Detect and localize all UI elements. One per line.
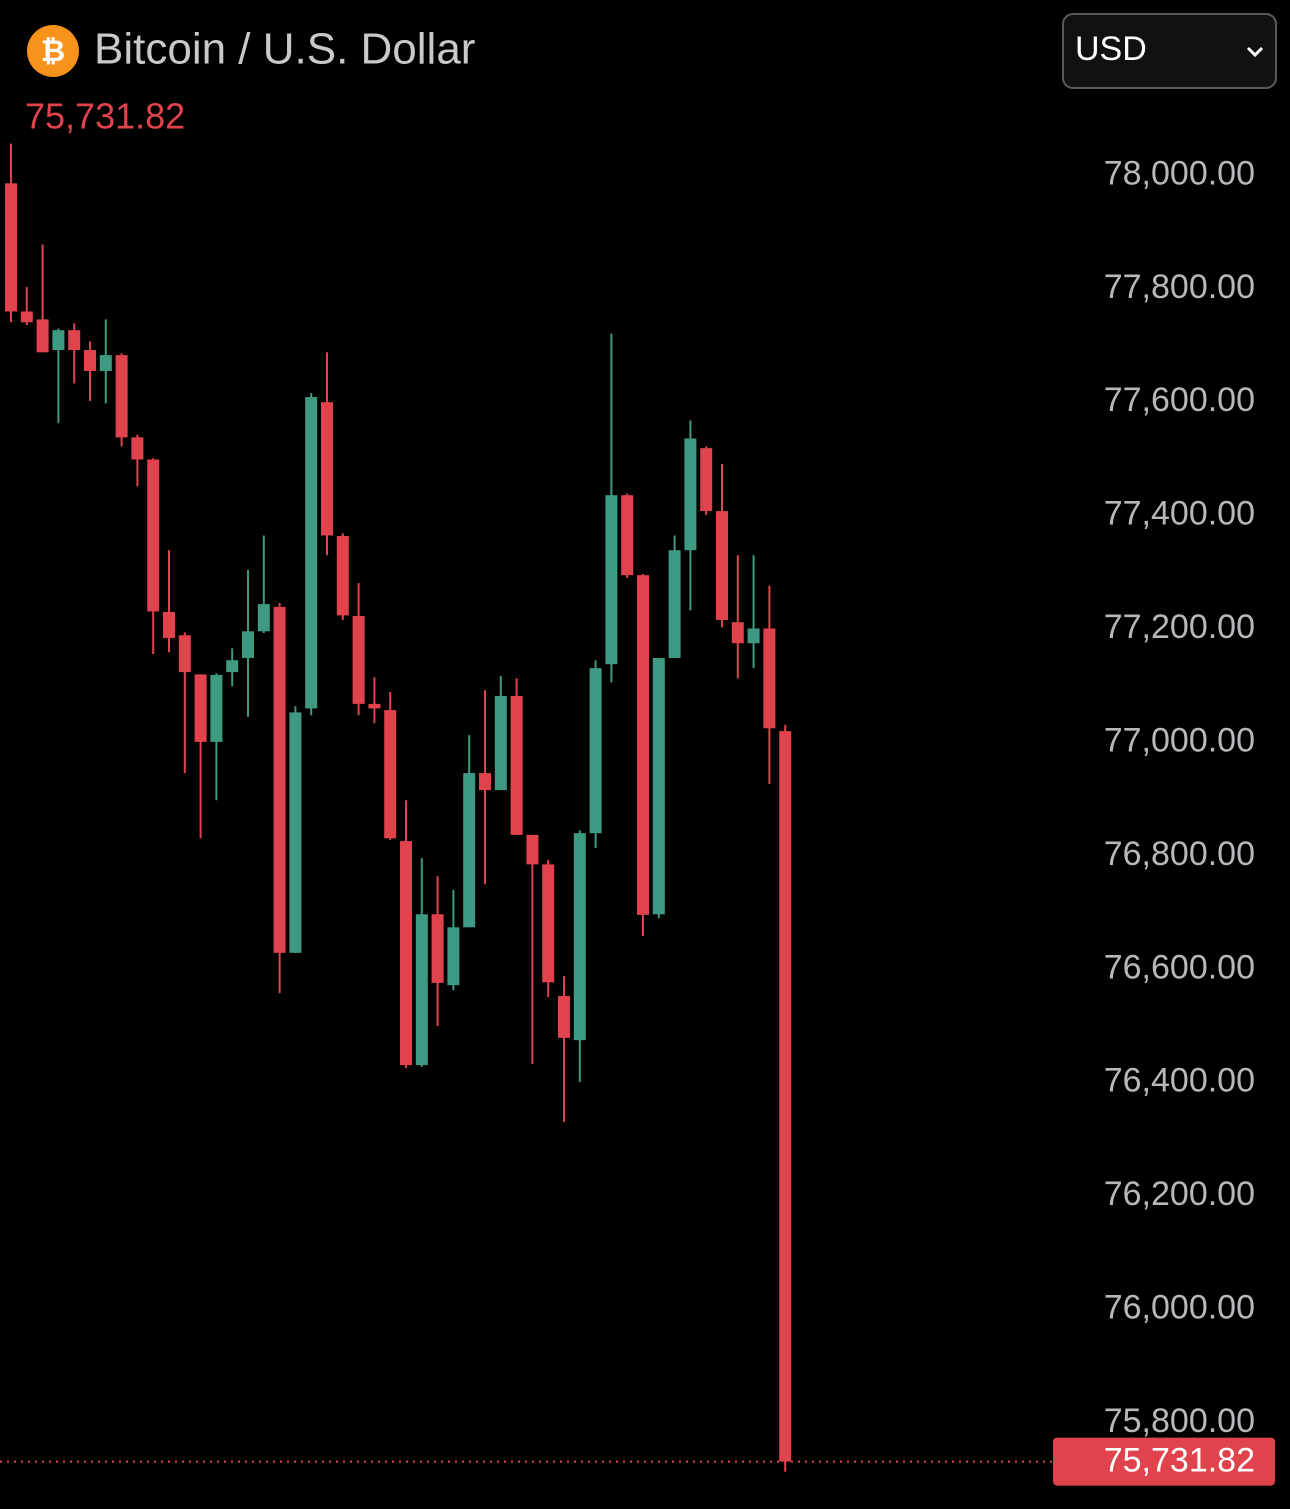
candle-body (336, 536, 349, 616)
y-tick-label: 75,800.00 (1104, 1402, 1255, 1440)
chart-title: Bitcoin / U.S. Dollar (94, 25, 475, 74)
candle-body (431, 914, 444, 983)
candle-body (400, 841, 412, 1066)
candle-body (621, 495, 634, 576)
candle-body (257, 604, 270, 632)
last-price-badge (1053, 1437, 1275, 1486)
select-box[interactable] (1062, 13, 1277, 89)
candle-body (668, 550, 681, 658)
candle-body (163, 612, 175, 639)
candle-body (463, 773, 476, 928)
y-tick-label: 77,400.00 (1104, 495, 1255, 533)
currency-select[interactable]: USD (1062, 13, 1277, 89)
select-label[interactable]: USD (1075, 30, 1147, 68)
y-tick-label: 76,200.00 (1104, 1175, 1255, 1213)
candle-body (147, 459, 160, 612)
candle-body (131, 437, 144, 460)
candle-body (731, 622, 744, 644)
y-tick-label: 78,000.00 (1104, 154, 1255, 192)
candle-body (226, 660, 239, 673)
candle-body (242, 631, 254, 658)
candle-body (84, 350, 96, 372)
candle-body (700, 448, 713, 512)
candle-body (352, 615, 365, 704)
candle-body (194, 674, 207, 742)
y-tick-label: 77,600.00 (1104, 381, 1255, 419)
current-price: 75,731.82 (25, 96, 185, 137)
candle-body (447, 927, 460, 986)
candle-body (99, 355, 112, 372)
candle-body (368, 703, 381, 709)
candle-body (542, 864, 555, 983)
candle-body (763, 628, 776, 729)
y-tick-label: 77,800.00 (1104, 268, 1255, 306)
candle-body (779, 731, 792, 1462)
last-price-label: 75,731.82 (1104, 1442, 1255, 1480)
candle-body (273, 606, 286, 953)
y-tick-label: 76,800.00 (1104, 835, 1255, 873)
candle-body (36, 319, 49, 353)
y-tick-label: 77,200.00 (1104, 608, 1255, 646)
coin-icon (27, 25, 79, 77)
candle-body (178, 635, 191, 673)
y-tick-label: 76,000.00 (1104, 1289, 1255, 1327)
chevron (1246, 46, 1264, 58)
candle-body (747, 628, 760, 644)
candle-body (573, 833, 586, 1041)
candle-body (684, 438, 697, 551)
candle-body (526, 834, 539, 865)
coin-symbol: ₿ (41, 35, 65, 68)
candle-body (415, 914, 428, 1066)
candle-body (494, 695, 507, 791)
candle-body (68, 330, 81, 351)
candle-body (652, 657, 665, 915)
candle-body (115, 355, 128, 438)
candle-body (589, 668, 602, 834)
candle-body (384, 710, 397, 839)
candle-body (20, 311, 33, 323)
candle-body (605, 495, 618, 665)
plot: 75,800.00 76,000.00 76,200.00 76,400.00 76,6… (0, 143, 1275, 1486)
candle-body (289, 712, 302, 953)
candle-body (52, 330, 65, 351)
candle-body (510, 695, 523, 835)
y-tick-label: 77,000.00 (1104, 721, 1255, 759)
candle-body (558, 995, 570, 1038)
candle-body (210, 674, 223, 742)
candle-body (321, 402, 333, 536)
candle-body (716, 511, 728, 620)
candle-body (305, 397, 318, 709)
candle-body (479, 773, 491, 791)
candle-body (5, 183, 17, 312)
candle-body (637, 575, 649, 915)
y-tick-label: 76,400.00 (1104, 1062, 1255, 1100)
y-tick-label: 76,600.00 (1104, 948, 1255, 986)
